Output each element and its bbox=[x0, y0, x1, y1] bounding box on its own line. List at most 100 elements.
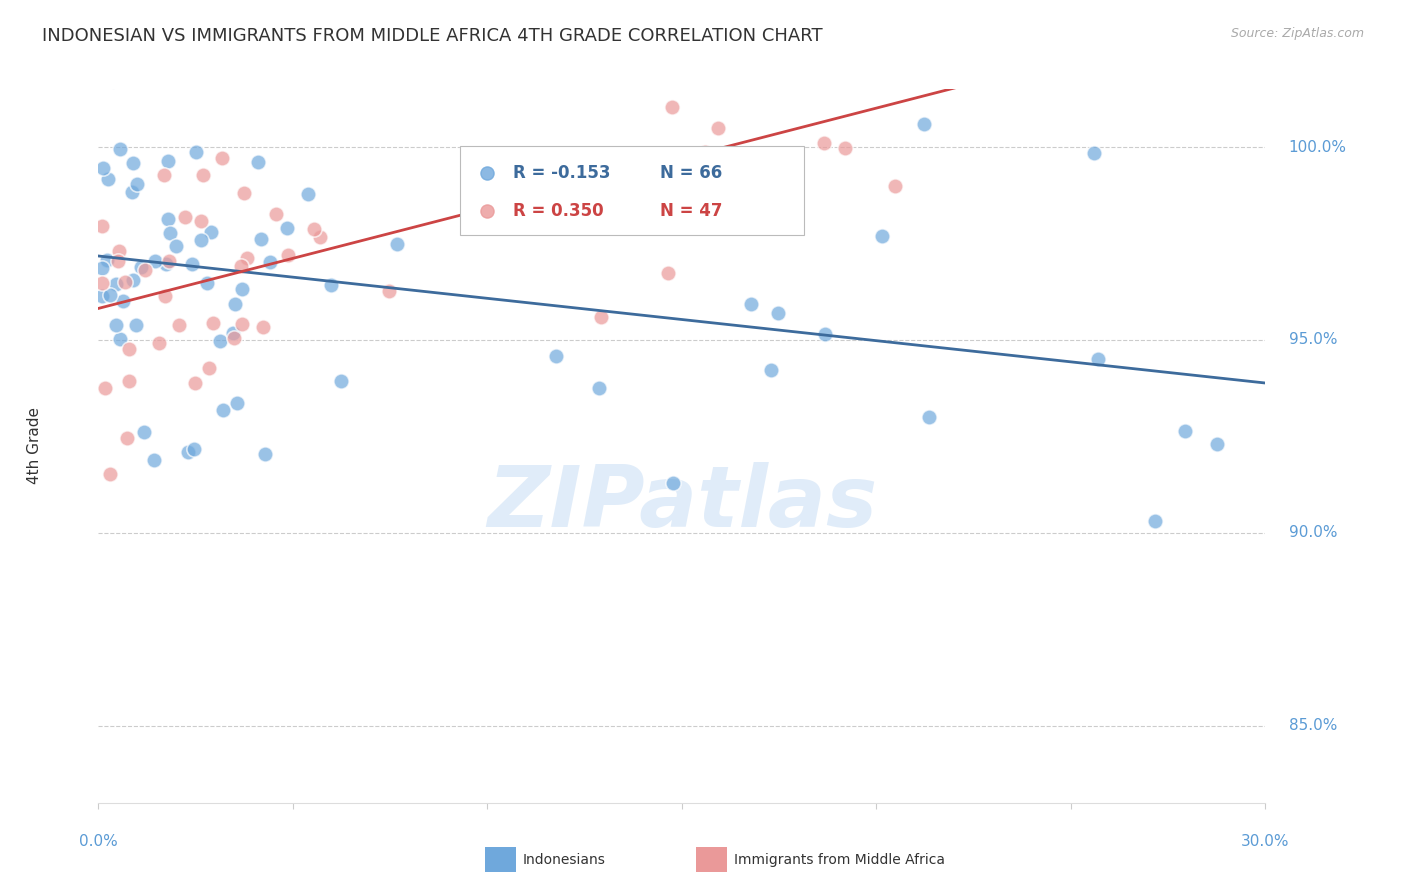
Point bbox=[211, 152, 233, 166]
Point bbox=[177, 444, 200, 458]
Point bbox=[1174, 424, 1197, 438]
Point bbox=[657, 266, 679, 280]
Point bbox=[209, 334, 232, 348]
Point bbox=[309, 229, 332, 244]
Point bbox=[1083, 146, 1105, 161]
Point bbox=[121, 185, 143, 199]
Point bbox=[134, 263, 156, 277]
Point bbox=[91, 277, 114, 291]
Point bbox=[157, 211, 180, 226]
Point bbox=[385, 236, 408, 251]
Point bbox=[159, 253, 181, 268]
Point bbox=[163, 59, 186, 73]
Text: Immigrants from Middle Africa: Immigrants from Middle Africa bbox=[734, 853, 945, 867]
Point bbox=[197, 277, 219, 291]
Point bbox=[297, 187, 319, 202]
Point bbox=[125, 318, 148, 332]
Point bbox=[100, 467, 122, 482]
Text: 4th Grade: 4th Grade bbox=[27, 408, 42, 484]
Point bbox=[184, 376, 207, 391]
Point bbox=[97, 172, 120, 186]
FancyBboxPatch shape bbox=[460, 146, 804, 235]
Point bbox=[180, 14, 202, 29]
Point bbox=[155, 257, 177, 271]
Text: INDONESIAN VS IMMIGRANTS FROM MIDDLE AFRICA 4TH GRADE CORRELATION CHART: INDONESIAN VS IMMIGRANTS FROM MIDDLE AFR… bbox=[42, 27, 823, 45]
Point bbox=[834, 141, 856, 155]
Text: 85.0%: 85.0% bbox=[1289, 718, 1337, 733]
Point bbox=[157, 154, 180, 169]
Point bbox=[143, 254, 166, 268]
Point bbox=[662, 475, 685, 490]
Point bbox=[91, 289, 114, 303]
Point bbox=[108, 142, 131, 156]
Point bbox=[546, 349, 568, 363]
Point bbox=[129, 260, 152, 274]
Point bbox=[250, 232, 273, 246]
Point bbox=[125, 177, 148, 191]
Point bbox=[200, 225, 222, 239]
Text: 90.0%: 90.0% bbox=[1289, 525, 1337, 541]
Point bbox=[912, 116, 935, 130]
Text: N = 47: N = 47 bbox=[659, 202, 723, 219]
Point bbox=[304, 222, 326, 236]
Point bbox=[190, 214, 212, 228]
Point bbox=[91, 161, 114, 175]
Text: 95.0%: 95.0% bbox=[1289, 333, 1337, 347]
Text: 30.0%: 30.0% bbox=[1241, 834, 1289, 848]
Point bbox=[142, 453, 165, 467]
Point bbox=[104, 318, 127, 333]
Point bbox=[183, 442, 205, 456]
Point bbox=[752, 151, 775, 165]
Point bbox=[167, 318, 190, 332]
Point bbox=[103, 73, 125, 87]
Point bbox=[201, 316, 224, 330]
Text: R = -0.153: R = -0.153 bbox=[513, 164, 610, 182]
Point bbox=[222, 331, 245, 345]
Point bbox=[271, 3, 294, 17]
Point bbox=[173, 210, 195, 224]
Point bbox=[118, 374, 141, 388]
Point bbox=[231, 282, 253, 296]
Point bbox=[122, 156, 145, 170]
Point bbox=[184, 145, 207, 159]
Point bbox=[321, 278, 343, 293]
Point bbox=[112, 294, 135, 309]
Point bbox=[107, 253, 129, 268]
Point bbox=[918, 410, 941, 425]
Point bbox=[96, 252, 118, 267]
Point bbox=[740, 297, 762, 311]
Point bbox=[505, 164, 527, 178]
Point bbox=[707, 121, 730, 136]
Point bbox=[222, 326, 245, 340]
Point bbox=[148, 336, 170, 351]
Point bbox=[259, 255, 281, 269]
Point bbox=[766, 306, 789, 320]
Point bbox=[198, 361, 221, 376]
Point bbox=[231, 259, 253, 273]
Point bbox=[114, 275, 136, 289]
Point bbox=[91, 219, 114, 233]
Point bbox=[94, 381, 117, 395]
Text: 100.0%: 100.0% bbox=[1289, 139, 1347, 154]
Point bbox=[761, 363, 783, 377]
Point bbox=[98, 288, 121, 302]
Point bbox=[872, 229, 894, 244]
Point bbox=[105, 277, 128, 292]
Point bbox=[224, 297, 246, 311]
Point bbox=[884, 179, 907, 194]
Point bbox=[155, 289, 177, 303]
Text: Source: ZipAtlas.com: Source: ZipAtlas.com bbox=[1230, 27, 1364, 40]
Point bbox=[253, 447, 276, 461]
Point bbox=[115, 431, 138, 445]
Point bbox=[661, 100, 683, 114]
Point bbox=[1143, 514, 1166, 528]
Point bbox=[165, 239, 187, 253]
Text: ZIPatlas: ZIPatlas bbox=[486, 461, 877, 545]
Point bbox=[121, 273, 143, 287]
Point bbox=[118, 342, 141, 356]
Point bbox=[693, 145, 716, 159]
Point bbox=[232, 186, 254, 200]
Point bbox=[153, 168, 176, 182]
Text: Indonesians: Indonesians bbox=[523, 853, 606, 867]
Text: 0.0%: 0.0% bbox=[79, 834, 118, 848]
